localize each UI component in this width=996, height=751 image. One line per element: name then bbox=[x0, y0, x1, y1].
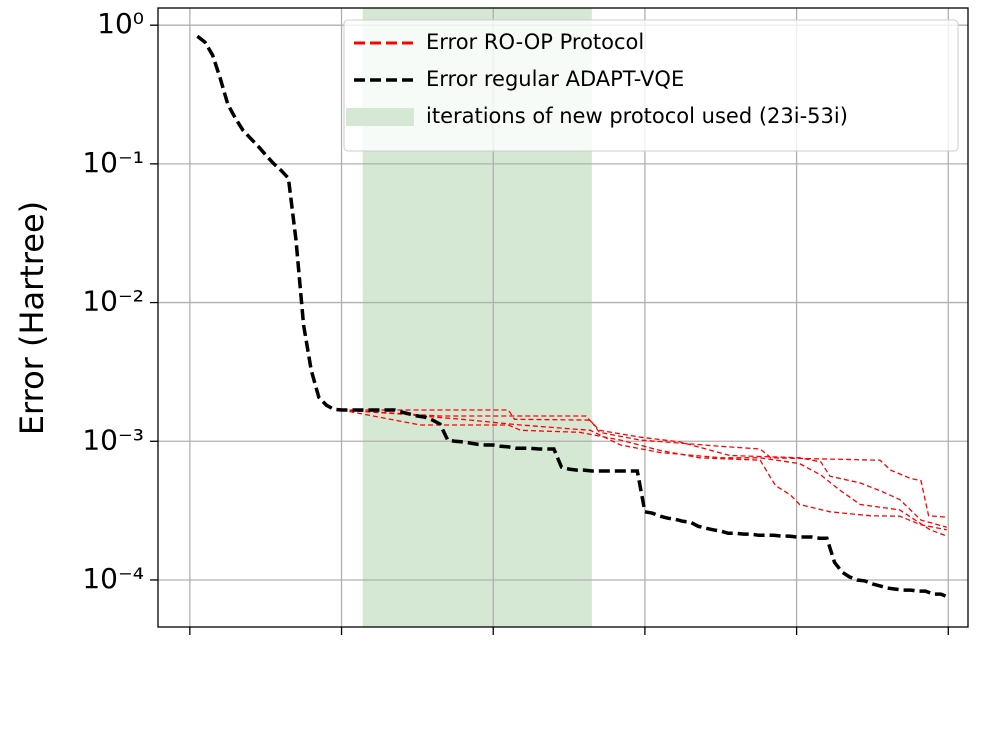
legend-box bbox=[343, 19, 959, 152]
y-tick-label: 10⁻⁴ bbox=[82, 562, 144, 595]
plot-frame bbox=[157, 7, 969, 628]
y-tick-label: 10⁻³ bbox=[82, 423, 144, 456]
legend-label: Error regular ADAPT-VQE bbox=[426, 67, 684, 91]
line bbox=[341, 409, 947, 518]
legend-label: iterations of new protocol used (23i-53i… bbox=[426, 104, 848, 128]
line bbox=[341, 409, 947, 531]
legend-swatch bbox=[346, 108, 414, 126]
y-tick-label: 10⁻¹ bbox=[82, 146, 144, 179]
line bbox=[196, 35, 342, 412]
line bbox=[341, 409, 948, 537]
line bbox=[341, 409, 947, 528]
y-tick-label: 10⁰ bbox=[97, 7, 144, 40]
line bbox=[196, 34, 949, 599]
y-axis-label: Error (Hartree) bbox=[13, 201, 51, 435]
legend-label: Error RO-OP Protocol bbox=[426, 30, 644, 54]
y-tick-label: 10⁻² bbox=[82, 285, 144, 318]
